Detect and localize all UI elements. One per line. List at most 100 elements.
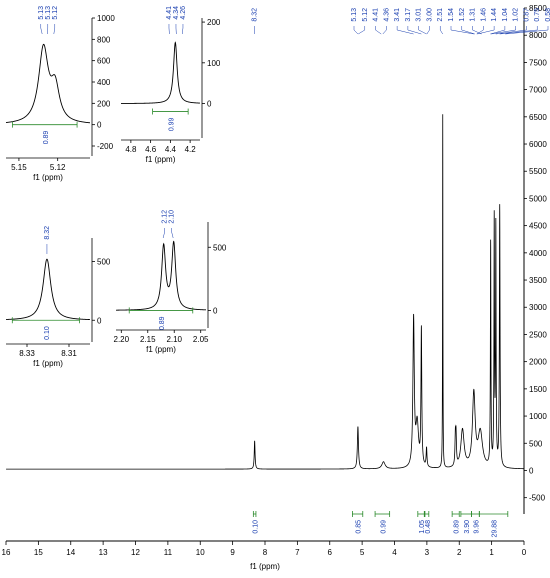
peak-shift-label: 0.87 [523, 8, 530, 22]
peak-shift-label: 2.51 [437, 8, 444, 22]
peak-label-leader [490, 26, 506, 35]
integral-value: 0.89 [454, 520, 461, 534]
y-tick-label: 5000 [529, 194, 547, 203]
inset-x-tick-label: 8.31 [61, 349, 77, 358]
y-tick-label: 4500 [529, 222, 547, 231]
inset-y-tick-label: 500 [97, 258, 111, 267]
peak-shift-label: 0.58 [545, 8, 550, 22]
inset-trace [121, 41, 201, 104]
integral-value: 29.88 [492, 520, 499, 538]
main-spectrum: 16 15 14 13 12 11 10 9 8 7 6 5 4 3 2 1 0f1 (ppm)-5000500… [2, 4, 550, 571]
inset-x-tick-label: 4.8 [125, 145, 137, 154]
inset-peak-label: 5.13 [38, 6, 45, 20]
inset-x-axis-label: f1 (ppm) [146, 155, 176, 164]
spectrum-trace [6, 114, 524, 470]
x-tick-label: 11 [164, 548, 173, 557]
peak-label-leader [477, 26, 495, 35]
y-tick-label: 8000 [529, 31, 547, 40]
peak-shift-label: 1.52 [459, 8, 466, 22]
inset-integral-value: 0.10 [44, 326, 51, 340]
peak-label-leader [353, 26, 359, 35]
y-tick-label: 2000 [529, 358, 547, 367]
inset-integral-value: 0.89 [159, 316, 166, 330]
peak-label-leader [505, 26, 549, 35]
x-tick-label: 2 [457, 548, 462, 557]
inset-peak-label: 2.12 [162, 210, 169, 224]
peak-label-leader [382, 26, 387, 35]
y-tick-label: 7500 [529, 58, 547, 67]
inset-y-tick-label: 0 [207, 100, 212, 109]
y-tick-label: 6000 [529, 140, 547, 149]
x-tick-label: 8 [263, 548, 268, 557]
inset-y-tick-label: 0 [213, 306, 218, 315]
inset-y-tick-label: 0 [97, 316, 102, 325]
peak-label-leader [495, 26, 527, 35]
y-tick-label: 3500 [529, 276, 547, 285]
inset-peak-label: 2.10 [169, 210, 176, 224]
y-tick-label: 7000 [529, 86, 547, 95]
inset-x-tick-label: 4.6 [145, 145, 157, 154]
inset-integral-value: 0.99 [168, 117, 175, 131]
inset-4-4-ppm: 200 100 0 4.8 4.6 4.4 4.2 f1 (ppm) 0.99 4.41 4.34 4… [121, 6, 221, 164]
integral-value: 0.10 [253, 520, 260, 534]
peak-shift-label: 1.04 [502, 8, 509, 22]
inset-trace [5, 43, 91, 124]
peak-shift-label: 1.02 [513, 8, 520, 22]
inset-integral-value: 0.89 [43, 131, 50, 145]
x-tick-label: 14 [66, 548, 75, 557]
inset-x-tick-label: 2.10 [166, 335, 182, 344]
peak-shift-label: 3.41 [394, 8, 401, 22]
inset-peak-leader [53, 24, 56, 35]
peak-label-leader [461, 26, 475, 35]
integral-value: 0.85 [356, 520, 363, 534]
inset-y-tick-label: 600 [97, 57, 111, 66]
x-tick-label: 13 [99, 548, 108, 557]
inset-y-tick-label: 200 [97, 99, 111, 108]
x-tick-label: 6 [328, 548, 333, 557]
inset-trace [116, 240, 207, 311]
peak-label-leader [439, 26, 443, 35]
y-tick-label: -500 [529, 494, 546, 503]
y-tick-label: 1500 [529, 385, 547, 394]
inset-x-tick-label: 4.4 [165, 145, 177, 154]
peak-label-leader [396, 26, 414, 35]
inset-x-tick-label: 5.15 [11, 163, 27, 172]
inset-peak-leader [171, 228, 174, 239]
inset-x-tick-label: 4.2 [185, 145, 197, 154]
inset-x-axis-label: f1 (ppm) [146, 345, 176, 354]
peak-shift-label: 5.12 [362, 8, 369, 22]
inset-peak-leader [40, 24, 43, 35]
y-tick-label: 4000 [529, 249, 547, 258]
peak-label-leader [450, 26, 475, 35]
x-tick-label: 7 [295, 548, 300, 557]
peak-shift-label: 1.44 [491, 8, 498, 22]
inset-trace [5, 258, 90, 320]
x-tick-label: 10 [196, 548, 205, 557]
inset-peak-label: 8.32 [44, 226, 51, 240]
peak-shift-label: 8.32 [252, 8, 259, 22]
peak-shift-label: 3.17 [405, 8, 412, 22]
inset-x-tick-label: 2.20 [114, 335, 130, 344]
x-tick-label: 4 [392, 548, 397, 557]
peak-label-leader [472, 26, 482, 35]
inset-x-axis-label: f1 (ppm) [33, 359, 63, 368]
inset-x-tick-label: 2.05 [193, 335, 209, 344]
x-tick-label: 16 [2, 548, 11, 557]
integral-value: 0.99 [380, 520, 387, 534]
peak-label-leader [358, 26, 366, 35]
x-tick-label: 3 [425, 548, 430, 557]
peak-label-leader [407, 26, 422, 35]
x-axis-label: f1 (ppm) [250, 562, 280, 571]
x-tick-label: 15 [34, 548, 43, 557]
x-tick-label: 12 [131, 548, 140, 557]
integral-value: 1.05 [419, 520, 426, 534]
y-tick-label: 5500 [529, 167, 547, 176]
inset-peak-label: 5.12 [52, 6, 59, 20]
peak-shift-label: 4.36 [383, 8, 390, 22]
peak-label-leader [476, 26, 484, 35]
integral-value: 0.48 [425, 520, 432, 534]
